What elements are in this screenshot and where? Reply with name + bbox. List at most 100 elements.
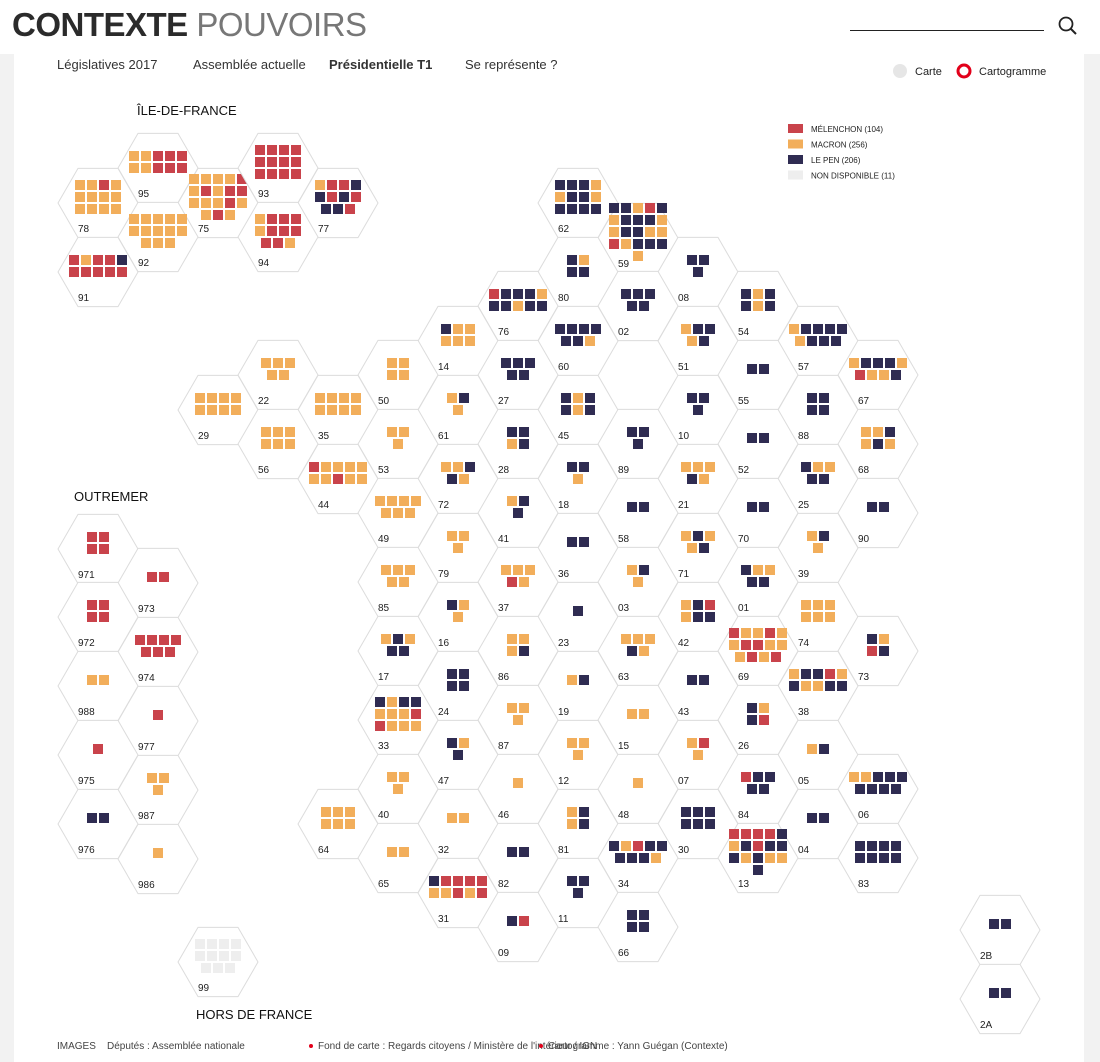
- department[interactable]: 69: [717, 615, 799, 687]
- department[interactable]: 59: [597, 202, 679, 274]
- seat: [879, 853, 889, 863]
- department[interactable]: 34: [597, 822, 679, 894]
- department[interactable]: 2B: [959, 894, 1041, 966]
- seat: [633, 577, 643, 587]
- tab[interactable]: Assemblée actuelle: [193, 57, 306, 72]
- department[interactable]: 78: [57, 167, 139, 239]
- department[interactable]: 92: [117, 201, 199, 273]
- department[interactable]: 70: [717, 477, 799, 549]
- department[interactable]: 21: [657, 443, 739, 515]
- seat: [453, 876, 463, 886]
- radio-label[interactable]: Carte: [915, 66, 942, 78]
- seat: [159, 773, 169, 783]
- department-code: 71: [678, 569, 690, 580]
- department[interactable]: 57: [777, 305, 859, 377]
- department[interactable]: 988: [57, 650, 139, 722]
- department[interactable]: 06: [837, 753, 919, 825]
- department[interactable]: 74: [777, 581, 859, 653]
- department[interactable]: 75: [177, 167, 259, 239]
- department[interactable]: 91: [57, 236, 139, 308]
- department[interactable]: 972: [57, 581, 139, 653]
- department[interactable]: 2A: [959, 963, 1041, 1035]
- department[interactable]: 66: [597, 891, 679, 963]
- seat: [579, 255, 589, 265]
- department[interactable]: 60: [537, 305, 619, 377]
- department[interactable]: 87: [477, 684, 559, 756]
- seat: [351, 405, 361, 415]
- seat: [447, 474, 457, 484]
- seat: [861, 358, 871, 368]
- seat: [267, 157, 277, 167]
- department[interactable]: 971: [57, 513, 139, 585]
- department-code: 76: [498, 327, 510, 338]
- department[interactable]: 86: [477, 615, 559, 687]
- seat: [699, 336, 709, 346]
- seat: [753, 301, 763, 311]
- department[interactable]: 56: [237, 408, 319, 480]
- tab[interactable]: Législatives 2017: [57, 57, 157, 72]
- department[interactable]: 99: [177, 926, 259, 998]
- department[interactable]: 31: [417, 857, 499, 929]
- seat: [567, 876, 577, 886]
- seat: [729, 829, 739, 839]
- seat: [213, 186, 223, 196]
- radio-label[interactable]: Cartogramme: [979, 66, 1046, 78]
- seat: [231, 405, 241, 415]
- seat: [399, 577, 409, 587]
- seat: [561, 405, 571, 415]
- department[interactable]: 10: [657, 374, 739, 446]
- department[interactable]: 83: [837, 822, 919, 894]
- seat: [567, 324, 577, 334]
- department[interactable]: 974: [117, 616, 199, 688]
- department[interactable]: 93: [237, 132, 319, 204]
- department[interactable]: 30: [657, 788, 739, 860]
- search-input[interactable]: [850, 30, 1044, 31]
- department[interactable]: 35: [297, 374, 379, 446]
- department[interactable]: 45: [537, 374, 619, 446]
- department[interactable]: 67: [837, 339, 919, 411]
- tab[interactable]: Se représente ?: [465, 57, 558, 72]
- department[interactable]: 28: [477, 408, 559, 480]
- department-code: 53: [378, 465, 390, 476]
- department[interactable]: 25: [777, 443, 859, 515]
- department[interactable]: 49: [357, 477, 439, 549]
- seat: [657, 227, 667, 237]
- department[interactable]: 71: [657, 512, 739, 584]
- radio-carte[interactable]: [893, 64, 907, 78]
- department-code: 51: [678, 362, 690, 373]
- department[interactable]: 38: [777, 650, 859, 722]
- seat: [519, 427, 529, 437]
- department[interactable]: 33: [357, 684, 439, 756]
- department[interactable]: 94: [237, 201, 319, 273]
- department-code: 37: [498, 603, 510, 614]
- department[interactable]: 62: [537, 167, 619, 239]
- search-icon[interactable]: [1058, 16, 1077, 35]
- logo[interactable]: CONTEXTE POUVOIRS: [12, 6, 367, 44]
- department[interactable]: 77: [297, 167, 379, 239]
- department[interactable]: 95: [117, 132, 199, 204]
- seat: [153, 710, 163, 720]
- department[interactable]: 29: [177, 374, 259, 446]
- department[interactable]: 01: [717, 546, 799, 618]
- department[interactable]: 44: [297, 443, 379, 515]
- department[interactable]: 76: [477, 270, 559, 342]
- department[interactable]: 24: [417, 650, 499, 722]
- department[interactable]: 09: [477, 891, 559, 963]
- radio-cartogramme[interactable]: [956, 63, 972, 79]
- seat: [825, 681, 835, 691]
- department[interactable]: 90: [837, 477, 919, 549]
- department[interactable]: 88: [777, 374, 859, 446]
- department[interactable]: 12: [537, 719, 619, 791]
- department[interactable]: 63: [597, 615, 679, 687]
- seat: [273, 427, 283, 437]
- department[interactable]: 973: [117, 547, 199, 619]
- department[interactable]: 54: [717, 270, 799, 342]
- department[interactable]: 986: [117, 823, 199, 895]
- seat: [399, 646, 409, 656]
- seat: [93, 255, 103, 265]
- department[interactable]: 81: [537, 788, 619, 860]
- department[interactable]: 13: [717, 822, 799, 894]
- department[interactable]: 42: [657, 581, 739, 653]
- tab-active[interactable]: Présidentielle T1: [329, 57, 432, 72]
- seat: [633, 239, 643, 249]
